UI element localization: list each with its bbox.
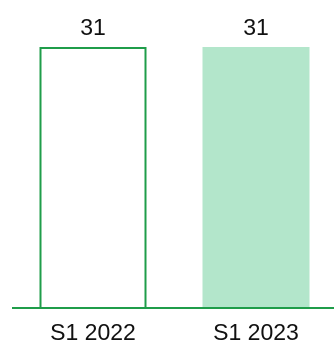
x-tick-label: S1 2023 — [213, 319, 299, 345]
data-label: 31 — [80, 14, 106, 40]
data-label: 31 — [243, 14, 269, 40]
x-tick-label: S1 2022 — [50, 319, 136, 345]
bar-s1-2023 — [202, 47, 310, 308]
labels-layer: 31 S1 2022 31 S1 2023 — [50, 14, 299, 345]
bar-s1-2022 — [39, 47, 147, 309]
bars-layer — [39, 47, 310, 309]
